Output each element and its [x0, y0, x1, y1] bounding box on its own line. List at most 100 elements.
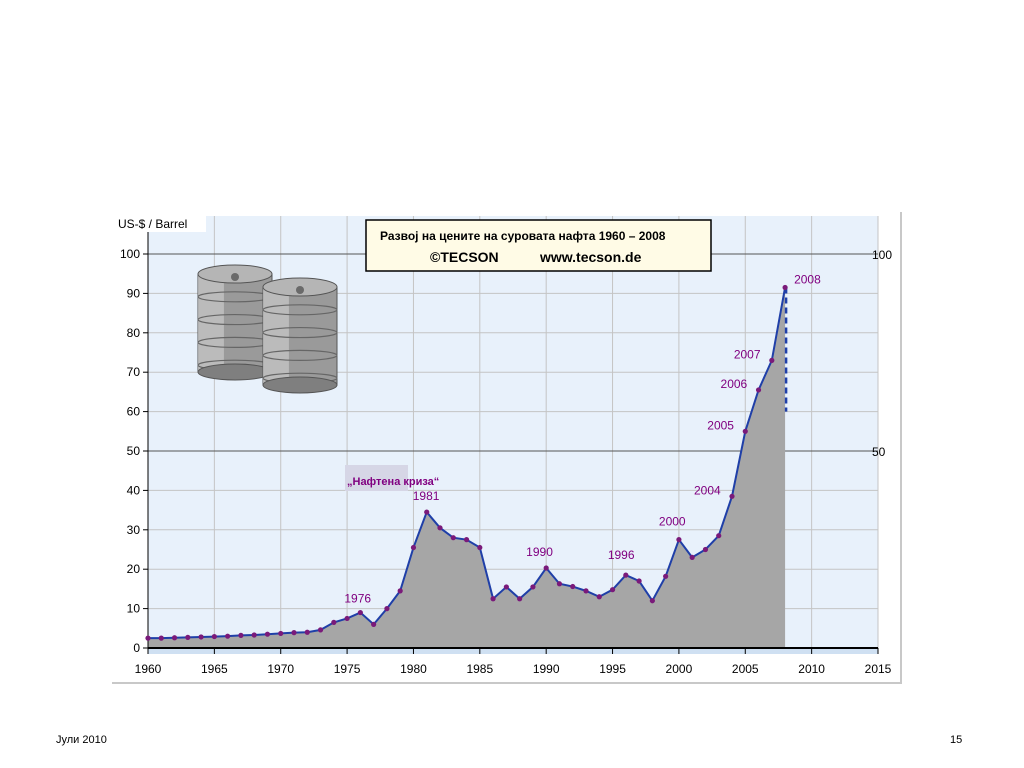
- oil-price-chart: 0 10 20 30 40 50 60 70 80 90 100 1960 1965 1970 1975 19…: [114, 216, 892, 676]
- data-point: [410, 544, 417, 551]
- data-point: [583, 588, 589, 594]
- x-tick-label: 1980: [400, 662, 427, 676]
- data-point: [517, 596, 523, 602]
- data-point: [171, 635, 178, 641]
- year-label: 1981: [413, 489, 440, 503]
- y-tick-label: 20: [127, 562, 141, 576]
- data-point: [331, 619, 337, 625]
- data-point: [716, 533, 722, 539]
- barrel-bung: [231, 273, 239, 281]
- footer-date: Јули 2010: [56, 734, 107, 746]
- data-point: [304, 629, 310, 635]
- y-tick-label: 80: [127, 326, 141, 340]
- data-point: [251, 632, 257, 638]
- barrel-rib: [262, 304, 338, 316]
- year-label: 2005: [707, 418, 734, 432]
- data-point: [185, 634, 191, 640]
- x-tick-label: 1975: [334, 662, 361, 676]
- right-axis-label: 100: [872, 248, 892, 262]
- data-point: [596, 594, 602, 600]
- chart-title-box: Развој на цените на суровата нафта 1960 …: [365, 219, 712, 272]
- data-point: [782, 284, 788, 291]
- x-tick-label: 1960: [135, 662, 162, 676]
- data-point: [742, 428, 748, 434]
- data-point: [317, 627, 324, 633]
- data-point: [291, 630, 297, 636]
- data-point: [477, 544, 483, 551]
- data-point: [636, 578, 642, 584]
- data-point: [663, 573, 669, 579]
- y-tick-label: 0: [133, 641, 140, 655]
- x-tick-label: 1965: [201, 662, 228, 676]
- data-point: [530, 584, 536, 590]
- y-axis-label: US-$ / Barrel: [118, 217, 187, 231]
- chart-title: Развој на цените на суровата нафта 1960 …: [380, 229, 666, 243]
- y-tick-label: 50: [127, 444, 141, 458]
- oil-barrel-icon: [262, 277, 338, 394]
- data-point: [543, 565, 549, 571]
- data-point: [278, 630, 284, 637]
- data-point: [623, 572, 629, 578]
- data-point: [463, 537, 470, 543]
- x-tick-label: 2010: [798, 662, 825, 676]
- barrel-bung: [296, 286, 304, 294]
- data-point: [649, 598, 655, 604]
- data-point: [344, 615, 350, 622]
- barrel-bottom: [262, 376, 338, 394]
- data-point: [437, 525, 443, 531]
- x-axis-scrollbar: [148, 649, 878, 654]
- barrel-rib: [262, 326, 338, 339]
- data-point: [238, 632, 244, 638]
- data-point: [198, 634, 204, 640]
- y-tick-label: 40: [127, 483, 141, 497]
- data-point: [503, 584, 509, 590]
- data-point: [145, 635, 151, 641]
- y-tick-label: 90: [127, 286, 141, 300]
- data-point: [556, 581, 563, 587]
- axes: 0 10 20 30 40 50 60 70 80 90 100 1960 1965 1970 1975 19…: [120, 216, 892, 676]
- data-point: [424, 509, 430, 515]
- data-point: [769, 357, 775, 363]
- data-point: [371, 621, 377, 627]
- data-point: [158, 635, 164, 641]
- oil-barrels-illustration: [197, 264, 338, 394]
- crude-barrel-icon: [197, 264, 273, 381]
- y-tick-label: 100: [120, 247, 140, 261]
- year-label: 2008: [794, 272, 821, 286]
- footer-page-number: 15: [950, 734, 963, 746]
- year-label: 1976: [344, 592, 371, 606]
- data-point: [211, 633, 217, 640]
- x-tick-label: 2000: [666, 662, 693, 676]
- y-tick-label: 30: [127, 523, 141, 537]
- data-point: [702, 546, 709, 553]
- data-point: [609, 587, 616, 593]
- data-point: [384, 606, 390, 612]
- right-axis-label: 50: [872, 445, 886, 459]
- x-tick-label: 1985: [466, 662, 493, 676]
- data-point: [357, 609, 363, 616]
- data-point: [689, 554, 695, 560]
- year-label: 2004: [694, 483, 721, 497]
- data-markers: [145, 284, 788, 641]
- barrel-rib: [262, 349, 338, 361]
- data-point: [570, 583, 576, 590]
- year-label: 1996: [608, 548, 635, 562]
- year-label: 2000: [659, 515, 686, 529]
- year-label: 2006: [721, 377, 748, 391]
- oil-crisis-annotation-group: „Нафтена криза“: [345, 465, 439, 491]
- y-tick-label: 10: [127, 602, 141, 616]
- data-point: [225, 633, 231, 639]
- data-point: [729, 493, 735, 499]
- year-label: 1990: [526, 545, 553, 559]
- data-point: [397, 588, 403, 594]
- x-tick-label: 2015: [865, 662, 892, 676]
- data-point: [676, 537, 682, 543]
- x-tick-label: 1995: [599, 662, 626, 676]
- chart-copyright: ©TECSON: [430, 249, 499, 265]
- data-point: [755, 387, 762, 393]
- chart-url: www.tecson.de: [539, 249, 642, 265]
- x-tick-label: 2005: [732, 662, 759, 676]
- barrel-bottom: [197, 363, 273, 381]
- year-labels: 1976 1981 1990 1996 2000 2004 2005 2006 2007 2008: [344, 272, 821, 605]
- data-point: [490, 596, 496, 602]
